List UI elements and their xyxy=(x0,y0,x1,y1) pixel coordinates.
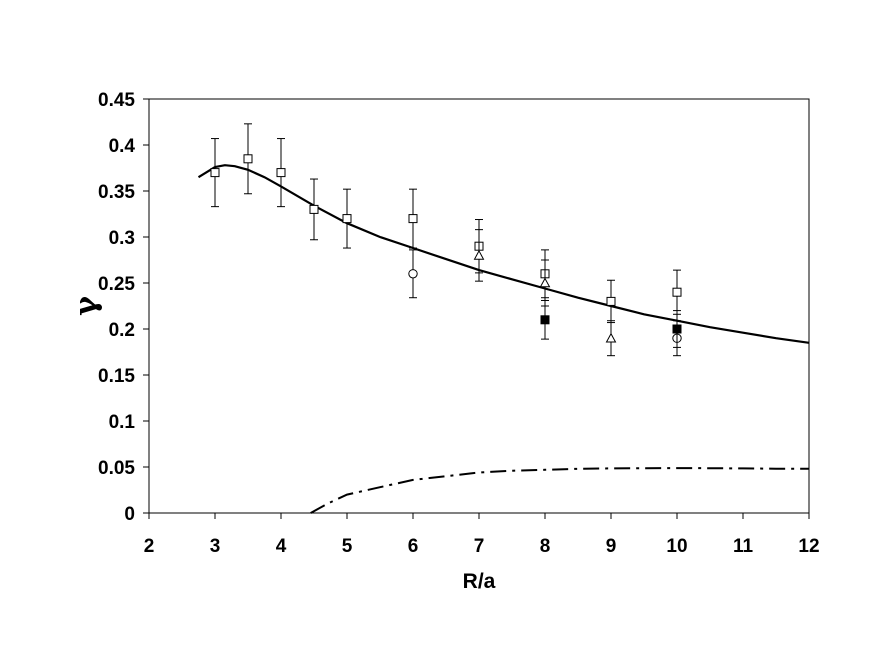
marker-open-square xyxy=(408,214,418,224)
x-tick-label: 9 xyxy=(606,536,617,557)
x-tick-label: 11 xyxy=(733,536,754,557)
x-tick-label: 10 xyxy=(666,536,687,557)
fit-curve-dash-dot xyxy=(310,467,810,514)
x-tick-label: 8 xyxy=(540,536,551,557)
marker-filled-square xyxy=(672,324,682,334)
y-tick-label: 0.4 xyxy=(109,136,136,157)
fit-curves xyxy=(197,164,810,514)
marker-open-circle xyxy=(408,269,418,279)
marker-open-square xyxy=(243,154,253,164)
y-tick-label: 0.3 xyxy=(109,228,135,249)
x-tick-label: 3 xyxy=(210,536,221,557)
y-tick-label: 0.35 xyxy=(98,182,135,203)
marker-open-triangle xyxy=(605,332,617,343)
y-axis-ticks: 0 0.05 0.1 0.15 0.2 0.25 0.3 0.35 0.4 0.45 xyxy=(98,90,149,525)
marker-open-square xyxy=(210,168,220,178)
marker-filled-square xyxy=(540,315,550,325)
y-tick-label: 0.45 xyxy=(98,90,135,111)
x-axis-ticks: 2 3 4 5 6 7 8 9 10 11 12 xyxy=(144,513,820,557)
x-tick-label: 7 xyxy=(474,536,485,557)
marker-open-square xyxy=(276,168,286,178)
y-tick-label: 0.05 xyxy=(98,458,135,479)
marker-open-triangle xyxy=(473,249,485,260)
marker-open-triangle xyxy=(539,277,551,288)
data-points xyxy=(210,123,682,357)
marker-open-square xyxy=(309,204,319,214)
x-tick-label: 6 xyxy=(408,536,419,557)
y-axis-title: γ xyxy=(69,296,104,316)
marker-open-square xyxy=(606,296,616,306)
y-tick-label: 0.15 xyxy=(98,366,135,387)
fit-curve-solid xyxy=(197,164,810,344)
y-tick-label: 0.25 xyxy=(98,274,135,295)
x-tick-label: 2 xyxy=(144,536,155,557)
x-tick-label: 5 xyxy=(342,536,353,557)
x-axis-title: R/a xyxy=(463,570,496,593)
marker-open-square xyxy=(672,287,682,297)
y-tick-label: 0 xyxy=(124,504,135,525)
x-tick-label: 4 xyxy=(276,536,287,557)
y-tick-label: 0.1 xyxy=(109,412,136,433)
marker-open-square xyxy=(342,214,352,224)
y-tick-label: 0.2 xyxy=(109,320,135,341)
x-tick-label: 12 xyxy=(798,536,819,557)
